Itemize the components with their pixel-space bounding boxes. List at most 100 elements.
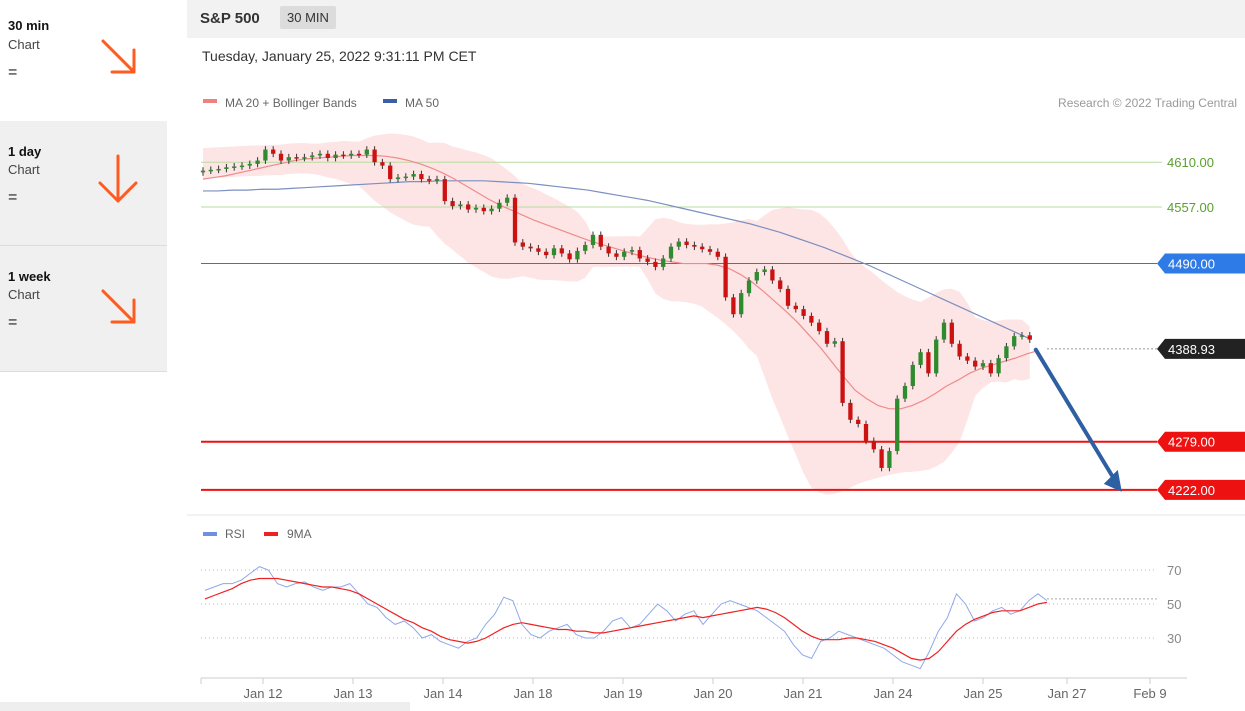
candle — [770, 266, 775, 284]
level-label-3: 4388.93 — [1168, 342, 1215, 357]
rsi-tick-label: 50 — [1167, 597, 1181, 612]
candle — [403, 173, 408, 181]
candle — [458, 201, 463, 210]
legend-rsi: RSI — [225, 527, 245, 541]
candle — [676, 238, 681, 251]
candle — [692, 241, 697, 251]
candle — [723, 253, 728, 301]
timeframe-badge[interactable]: 30 MIN — [280, 6, 336, 29]
timeframe-sub: Chart — [8, 37, 40, 52]
candle — [965, 353, 970, 365]
legend-swatch-ma50 — [383, 99, 397, 103]
candle — [902, 382, 908, 403]
level-label-2: 4490.00 — [1168, 257, 1215, 272]
candle — [528, 243, 533, 252]
candle — [473, 204, 479, 213]
timeframe-sub: Chart — [8, 162, 40, 177]
x-tick-label: Jan 12 — [243, 686, 282, 701]
candle — [817, 319, 822, 335]
candle — [988, 359, 993, 377]
candle — [317, 150, 323, 159]
candle — [801, 305, 806, 320]
candle — [505, 194, 510, 207]
candle — [707, 245, 713, 256]
level-label-0: 4610.00 — [1167, 155, 1214, 170]
legend-swatch-rsi — [203, 532, 217, 536]
rsi-panel: 70 50 30 — [201, 563, 1181, 670]
candle — [333, 151, 338, 162]
projection-line — [1033, 347, 1118, 484]
ma50-line — [203, 180, 1032, 341]
x-axis: Jan 12 Jan 13 Jan 14 Jan 18 Jan 19 Jan 20 Jan … — [200, 677, 1187, 701]
candle — [466, 201, 471, 213]
candle — [871, 437, 876, 453]
timeframe-1week[interactable]: 1 week Chart = — [0, 246, 167, 372]
x-tick-label: Jan 20 — [693, 686, 732, 701]
legend-swatch-9ma — [264, 532, 278, 536]
candle — [645, 255, 650, 266]
candle — [395, 174, 401, 183]
x-tick-label: Feb 9 — [1133, 686, 1166, 701]
candle — [941, 319, 947, 343]
x-tick-label: Jan 27 — [1047, 686, 1086, 701]
candle — [536, 244, 541, 256]
rsi-legend: RSI 9MA — [203, 527, 312, 541]
candle — [427, 175, 432, 185]
chart-timestamp: Tuesday, January 25, 2022 9:31:11 PM CET — [202, 48, 477, 64]
candle — [614, 250, 619, 261]
candle — [793, 302, 798, 313]
candle — [653, 258, 658, 271]
timeframe-title: 1 week — [8, 269, 51, 284]
timeframe-sub: Chart — [8, 287, 40, 302]
candle — [411, 170, 416, 180]
candle — [700, 243, 705, 253]
candle — [910, 361, 915, 390]
timeframe-30min[interactable]: 30 min Chart = — [0, 0, 167, 125]
candle — [450, 197, 455, 210]
candle — [863, 420, 869, 445]
candle — [856, 416, 861, 428]
candle — [848, 399, 853, 424]
timeframe-sign: = — [8, 314, 18, 331]
legend-ma50: MA 50 — [405, 96, 439, 110]
candle — [661, 255, 666, 271]
candle — [372, 146, 377, 166]
candle — [590, 231, 596, 249]
candle — [481, 204, 486, 215]
candle — [419, 170, 424, 183]
candle — [512, 194, 518, 246]
rsi-line — [204, 566, 1048, 670]
level-tag-2 — [1157, 253, 1245, 274]
candle — [840, 337, 845, 407]
level-tags: 4610.00 4557.00 4490.00 4388.93 4279.00 4222.… — [1157, 155, 1245, 500]
candle — [606, 243, 611, 257]
candle — [325, 150, 330, 162]
candle — [302, 153, 307, 162]
timeframe-1day[interactable]: 1 day Chart = — [0, 121, 167, 246]
candle — [1004, 342, 1009, 362]
levels-group — [201, 161, 1162, 491]
candle — [684, 238, 689, 249]
candle — [715, 248, 720, 261]
x-tick-label: Jan 25 — [963, 686, 1002, 701]
legend-swatch-ma20 — [203, 99, 217, 103]
candle — [216, 165, 221, 174]
candle — [762, 266, 767, 276]
candle — [583, 241, 588, 255]
candle — [310, 152, 315, 161]
candle — [442, 175, 447, 205]
instrument-title: S&P 500 — [200, 10, 260, 27]
candle — [809, 312, 814, 327]
rsi-tick-label: 70 — [1167, 563, 1181, 578]
x-tick-label: Jan 13 — [333, 686, 372, 701]
bollinger-bands — [203, 133, 1030, 495]
candle — [278, 150, 284, 164]
arrow-down-icon — [98, 154, 138, 203]
candle — [544, 248, 549, 259]
x-tick-label: Jan 24 — [873, 686, 912, 701]
candle — [1012, 332, 1017, 350]
candle — [754, 268, 759, 284]
candle — [668, 243, 674, 262]
candle — [559, 244, 564, 257]
candle — [388, 162, 393, 183]
